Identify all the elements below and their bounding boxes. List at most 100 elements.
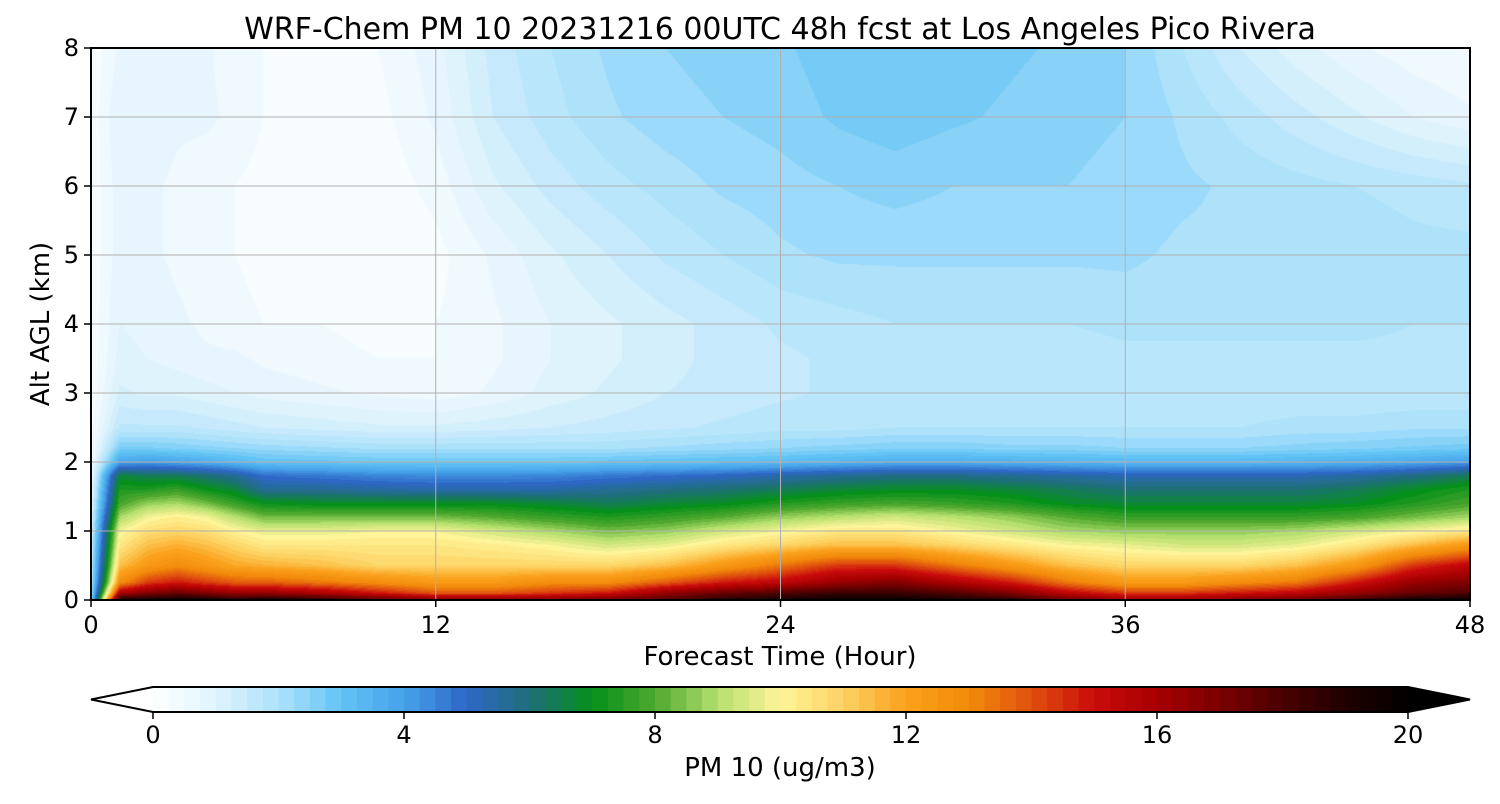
colorbar-segments	[153, 687, 1409, 712]
colorbar-segment	[372, 687, 389, 712]
y-tick-label: 4	[64, 310, 79, 338]
colorbar-segment	[717, 687, 735, 712]
colorbar-segment	[1000, 687, 1017, 712]
colorbar-segment	[1298, 687, 1315, 712]
colorbar-tick-label: 16	[1142, 721, 1173, 749]
colorbar-segment	[388, 687, 405, 712]
x-tick-label: 12	[420, 611, 451, 639]
colorbar-segment	[1125, 687, 1142, 712]
colorbar-segment	[1360, 687, 1378, 712]
colorbar-segment	[1094, 687, 1111, 712]
colorbar-segment	[404, 687, 421, 712]
colorbar-segment	[686, 687, 703, 712]
colorbar-segment	[843, 687, 860, 712]
colorbar-segment	[1062, 687, 1080, 712]
colorbar-segment	[294, 687, 311, 712]
colorbar-segment	[827, 687, 844, 712]
colorbar-segment	[435, 687, 452, 712]
colorbar-segment	[200, 687, 217, 712]
colorbar-segment	[874, 687, 891, 712]
colorbar-segment	[780, 687, 797, 712]
colorbar-segment	[1329, 687, 1346, 712]
colorbar-segment	[498, 687, 515, 712]
colorbar: 0 4 8 12 16 20	[90, 686, 1471, 749]
colorbar-segment	[968, 687, 986, 712]
x-axis-label: Forecast Time (Hour)	[643, 642, 916, 672]
y-tick-label: 2	[64, 448, 79, 476]
colorbar-tick-label: 20	[1393, 721, 1424, 749]
y-axis-ticks: 0 1 2 3 4 5 6 7 8	[64, 34, 91, 614]
colorbar-tick-label: 4	[396, 721, 411, 749]
colorbar-segment	[262, 687, 280, 712]
colorbar-segment	[655, 687, 672, 712]
colorbar-segment	[623, 687, 640, 712]
colorbar-segment	[356, 687, 374, 712]
colorbar-segment	[733, 687, 750, 712]
colorbar-segment	[1345, 687, 1362, 712]
colorbar-segment	[419, 687, 436, 712]
x-tick-label: 36	[1110, 611, 1141, 639]
colorbar-ticks: 0 4 8 12 16 20	[145, 712, 1423, 749]
colorbar-segment	[576, 687, 593, 712]
y-tick-label: 0	[64, 586, 79, 614]
colorbar-segment	[890, 687, 907, 712]
colorbar-tick-label: 0	[145, 721, 160, 749]
colorbar-segment	[560, 687, 578, 712]
colorbar-segment	[513, 687, 531, 712]
colorbar-segment	[607, 687, 625, 712]
y-tick-label: 5	[64, 241, 79, 269]
colorbar-segment	[529, 687, 546, 712]
colorbar-segment	[906, 687, 923, 712]
y-axis-label: Alt AGL (km)	[26, 242, 56, 406]
x-axis-ticks: 0 12 24 36 48	[83, 600, 1485, 639]
colorbar-segment	[1078, 687, 1095, 712]
colorbar-segment	[984, 687, 1001, 712]
colorbar-label: PM 10 (ug/m3)	[684, 753, 876, 783]
colorbar-segment	[1109, 687, 1127, 712]
colorbar-segment	[215, 687, 233, 712]
colorbar-segment	[278, 687, 295, 712]
colorbar-segment	[451, 687, 468, 712]
y-tick-label: 8	[64, 34, 79, 62]
y-tick-label: 7	[64, 103, 79, 131]
colorbar-segment	[639, 687, 656, 712]
colorbar-segment	[1015, 687, 1033, 712]
colorbar-segment	[247, 687, 264, 712]
colorbar-segment	[1157, 687, 1174, 712]
colorbar-segment	[545, 687, 562, 712]
colorbar-segment	[1031, 687, 1048, 712]
colorbar-segment	[796, 687, 813, 712]
colorbar-segment	[1282, 687, 1299, 712]
colorbar-segment	[702, 687, 719, 712]
colorbar-segment	[953, 687, 970, 712]
colorbar-segment	[1204, 687, 1221, 712]
colorbar-segment	[670, 687, 687, 712]
colorbar-segment	[153, 687, 170, 712]
y-tick-label: 1	[64, 517, 79, 545]
colorbar-segment	[764, 687, 782, 712]
colorbar-segment	[937, 687, 954, 712]
colorbar-segment	[1266, 687, 1284, 712]
colorbar-tick-label: 8	[647, 721, 662, 749]
colorbar-segment	[1376, 687, 1393, 712]
colorbar-segment	[749, 687, 766, 712]
colorbar-segment	[1188, 687, 1205, 712]
x-tick-label: 24	[765, 611, 796, 639]
colorbar-segment	[466, 687, 484, 712]
colorbar-segment	[1172, 687, 1189, 712]
colorbar-segment	[1392, 687, 1409, 712]
colorbar-segment	[1219, 687, 1237, 712]
colorbar-segment	[482, 687, 499, 712]
colorbar-segment	[341, 687, 358, 712]
colorbar-segment	[309, 687, 327, 712]
colorbar-segment	[325, 687, 342, 712]
colorbar-tick-label: 12	[891, 721, 922, 749]
colorbar-segment	[1141, 687, 1158, 712]
chart-title: WRF-Chem PM 10 20231216 00UTC 48h fcst a…	[244, 12, 1316, 47]
y-tick-label: 3	[64, 379, 79, 407]
colorbar-segment	[1251, 687, 1268, 712]
colorbar-high-extension	[1408, 687, 1470, 712]
colorbar-segment	[1313, 687, 1331, 712]
x-tick-label: 48	[1455, 611, 1486, 639]
